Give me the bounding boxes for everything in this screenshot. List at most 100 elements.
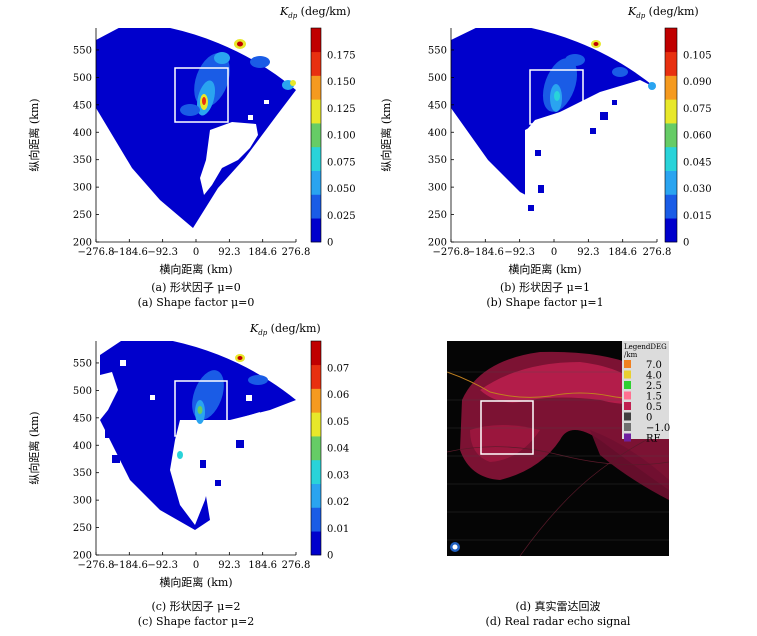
legend-swatch: [624, 381, 631, 389]
x-axis-label-c: 横向距离 (km): [159, 575, 232, 589]
y-tick-label: 250: [428, 210, 447, 221]
legend-title: LegendDEG: [624, 343, 667, 351]
colorbar-segment: [311, 483, 321, 508]
colorbar-segment: [665, 123, 677, 148]
colorbar-segment: [665, 170, 677, 195]
x-tick-label: −184.6: [467, 247, 504, 258]
colorbar-title-b: Kdp (deg/km): [627, 5, 699, 20]
colorbar-tick-label: 0.050: [327, 184, 356, 195]
legend-swatch: [624, 360, 631, 368]
colorbar-b: 0 0.015 0.030 0.045 0.060 0.075 0.090 0.105: [664, 27, 712, 249]
colorbar-tick-label: 0.105: [683, 50, 712, 61]
x-tick-label: 0: [551, 247, 557, 258]
radar-sector-c: [100, 341, 296, 530]
colorbar-tick-label: 0.04: [327, 444, 349, 455]
colorbar-segment: [311, 459, 321, 484]
caption-en-c: (c) Shape factor μ=2: [138, 615, 254, 628]
x-tick-label: 276.8: [282, 247, 311, 258]
colorbar-segment: [665, 51, 677, 76]
colorbar-tick-label: 0.02: [327, 497, 349, 508]
y-axis-label-a: 纵向距离 (km): [27, 98, 41, 171]
radar-logo-icon: [450, 542, 460, 552]
x-tick-label: 92.3: [218, 560, 240, 571]
colorbar-tick-label: 0.090: [683, 77, 712, 88]
colorbar-segment: [311, 507, 321, 532]
colorbar-segment: [311, 99, 321, 124]
colorbar-segment: [665, 218, 677, 243]
y-tick-label: 400: [73, 128, 92, 139]
colorbar-segment: [311, 194, 321, 219]
no-data-region-c: [100, 372, 118, 420]
y-tick-label: 400: [428, 128, 447, 139]
caption-en-d: (d) Real radar echo signal: [486, 615, 631, 628]
colorbar-tick-label: 0.06: [327, 390, 349, 401]
colorbar-segment: [311, 436, 321, 461]
colorbar-segment: [311, 341, 321, 366]
legend-swatch: [624, 402, 631, 410]
y-tick-label: 300: [73, 496, 92, 507]
colorbar-segment: [311, 364, 321, 389]
colorbar-tick-label: 0: [327, 238, 333, 249]
legend-label: 1.5: [646, 392, 662, 403]
colorbar-title-a: Kdp (deg/km): [279, 5, 351, 20]
panel-b: −276.8−184.6 −92.3 0 92.3 184.6 276.8 200 250 3…: [379, 5, 712, 309]
colorbar-segment: [311, 412, 321, 437]
y-tick-label: 500: [73, 386, 92, 397]
colorbar-segment: [311, 123, 321, 148]
no-data-region-b: [525, 82, 656, 220]
radar-sector-b: [451, 28, 656, 205]
colorbar-tick-label: 0.045: [683, 157, 712, 168]
colorbar-tick-label: 0: [327, 551, 333, 562]
legend-label: 4.0: [646, 371, 662, 382]
x-tick-label: 0: [193, 247, 199, 258]
x-tick-label: −92.3: [147, 247, 178, 258]
legend-label: 0.5: [646, 402, 662, 413]
colorbar-segment: [311, 388, 321, 413]
colorbar-segment: [665, 28, 677, 53]
x-tick-label: 276.8: [643, 247, 672, 258]
colorbar-tick-label: 0.075: [683, 104, 712, 115]
colorbar-tick-label: 0.150: [327, 77, 356, 88]
colorbar-tick-label: 0.025: [327, 211, 356, 222]
caption-cn-c: (c) 形状因子 μ=2: [151, 599, 240, 613]
y-tick-label: 300: [73, 183, 92, 194]
y-tick-label: 450: [73, 413, 92, 424]
region-box-b: [529, 69, 584, 125]
legend-label: −1.0: [646, 423, 670, 434]
legend-swatch: [624, 370, 631, 379]
legend-label: RF: [646, 434, 661, 445]
colorbar-segment: [665, 99, 677, 124]
y-tick-label: 250: [73, 210, 92, 221]
region-box-d: [480, 400, 534, 455]
legend-label: 2.5: [646, 381, 662, 392]
colorbar-segment: [665, 194, 677, 219]
x-tick-label: −184.6: [111, 247, 148, 258]
y-tick-label: 350: [73, 155, 92, 166]
y-tick-label: 300: [428, 183, 447, 194]
y-tick-label: 200: [73, 238, 92, 249]
y-tick-label: 500: [428, 73, 447, 84]
y-tick-label: 200: [73, 551, 92, 562]
radar-legend: LegendDEG /km 7.04.02.51.50.50−1.0RF: [622, 341, 670, 445]
colorbar-tick-label: 0.07: [327, 363, 349, 374]
colorbar-tick-label: 0: [683, 238, 689, 249]
y-tick-label: 450: [73, 100, 92, 111]
caption-cn-a: (a) 形状因子 μ=0: [151, 280, 241, 294]
x-tick-label: 184.6: [248, 247, 277, 258]
x-tick-label: −184.6: [111, 560, 148, 571]
y-tick-label: 350: [73, 468, 92, 479]
colorbar-segment: [311, 51, 321, 76]
y-tick-label: 500: [73, 73, 92, 84]
x-axis-label-b: 横向距离 (km): [508, 262, 581, 276]
colorbar-tick-label: 0.060: [683, 131, 712, 142]
legend-unit: /km: [624, 351, 638, 359]
x-tick-label: −92.3: [147, 560, 178, 571]
x-tick-label: 0: [193, 560, 199, 571]
x-tick-label: 184.6: [248, 560, 277, 571]
colorbar-tick-label: 0.030: [683, 184, 712, 195]
x-tick-label: 92.3: [218, 247, 240, 258]
legend-label: 7.0: [646, 360, 662, 371]
x-tick-label: 92.3: [577, 247, 599, 258]
colorbar-tick-label: 0.01: [327, 524, 349, 535]
